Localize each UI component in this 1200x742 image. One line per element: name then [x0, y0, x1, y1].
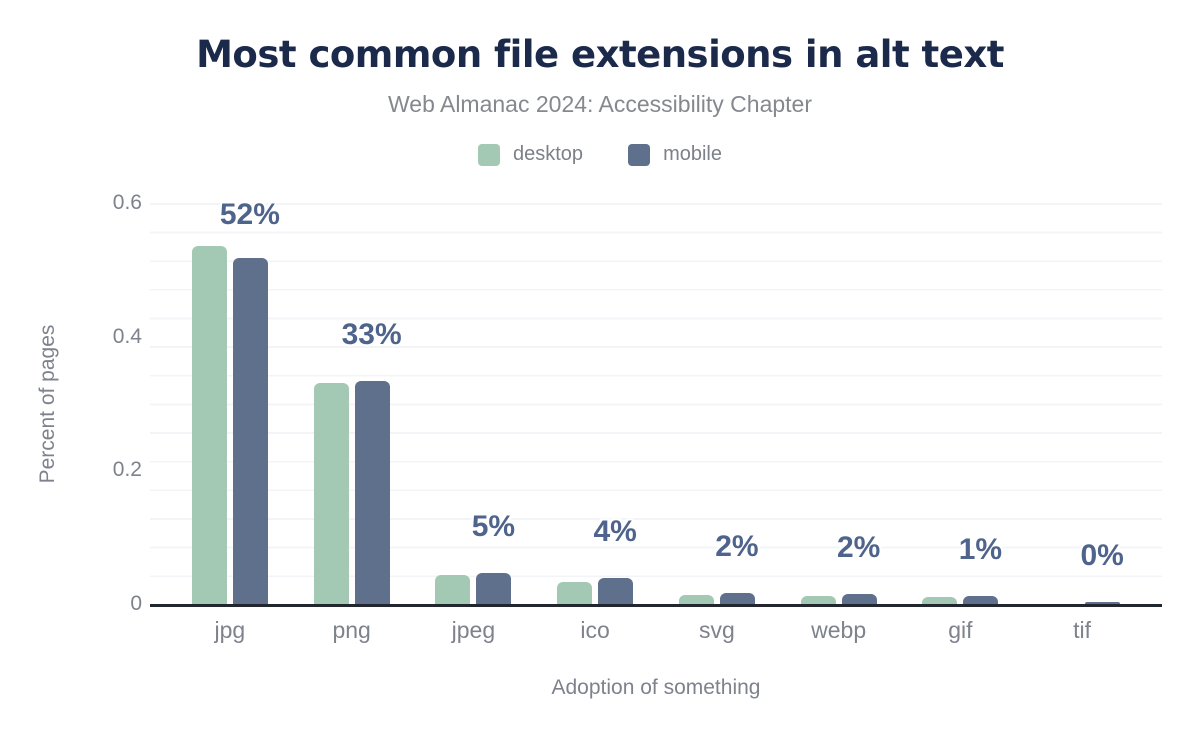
bar-desktop-jpeg[interactable]	[435, 575, 471, 604]
bar-pair	[191, 246, 268, 604]
x-axis-tick-label-png: png	[332, 617, 371, 643]
bar-value-label: 33%	[341, 317, 402, 351]
bar-mobile-png[interactable]	[354, 380, 390, 604]
bar-pair	[557, 577, 634, 604]
legend-label: desktop	[513, 143, 584, 165]
bar-value-label: 5%	[471, 510, 516, 544]
bar-mobile-webp[interactable]	[841, 593, 877, 604]
bar-value-label: 2%	[715, 530, 759, 564]
bar-pair	[313, 380, 390, 604]
legend-swatch-desktop	[478, 143, 500, 166]
legend-swatch-mobile	[628, 143, 651, 166]
legend-label: mobile	[663, 143, 722, 165]
bar-mobile-svg[interactable]	[719, 593, 755, 604]
legend: desktop mobile	[0, 143, 1200, 166]
x-axis-tick-label-tif: tif	[1073, 617, 1092, 643]
plot-area: 52% 33% 5% 4% 2% 2% 1% 0%	[150, 199, 1162, 607]
bar-value-label: 4%	[593, 514, 637, 548]
bar-mobile-gif[interactable]	[963, 595, 999, 604]
bar-value-label: 52%	[219, 198, 280, 231]
bar-value-label: 0%	[1080, 539, 1124, 572]
bar-mobile-jpeg[interactable]	[476, 573, 512, 604]
bar-desktop-gif[interactable]	[922, 597, 958, 604]
bar-pair	[800, 593, 877, 604]
bar-pair	[678, 593, 755, 604]
bar-pair	[1044, 602, 1121, 604]
bar-group-png: 33%	[291, 203, 413, 604]
legend-item-desktop[interactable]: desktop	[478, 143, 583, 166]
y-axis-tick-label-0.6: 0.6	[112, 191, 142, 214]
bar-group-svg: 2%	[656, 203, 778, 604]
bar-value-label: 1%	[958, 532, 1003, 566]
bar-mobile-tif[interactable]	[1085, 602, 1121, 604]
bar-group-jpg: 52%	[169, 199, 291, 604]
bar-mobile-ico[interactable]	[598, 577, 634, 604]
bar-desktop-ico[interactable]	[557, 581, 593, 604]
bar-pair	[922, 595, 999, 604]
bar-desktop-svg[interactable]	[678, 594, 714, 604]
x-axis-line	[150, 604, 1162, 607]
bar-desktop-jpg[interactable]	[191, 246, 227, 604]
chart-title: Most common file extensions in alt text	[196, 33, 1004, 76]
bar-mobile-jpg[interactable]	[232, 258, 268, 604]
x-axis-tick-label-jpeg: jpeg	[451, 617, 496, 643]
y-axis-tick-label-0.4: 0.4	[112, 324, 142, 348]
x-axis-title: Adoption of something	[551, 676, 761, 699]
legend-item-mobile[interactable]: mobile	[628, 143, 722, 166]
x-axis-tick-label-jpg: jpg	[214, 617, 246, 643]
bar-value-label: 2%	[836, 530, 881, 564]
y-axis-tick-label-0: 0	[130, 592, 142, 615]
bar-group-webp: 2%	[778, 203, 900, 604]
bar-desktop-png[interactable]	[313, 382, 349, 604]
bar-group-jpeg: 5%	[413, 203, 535, 604]
y-axis-tick-label-0.2: 0.2	[112, 458, 142, 482]
x-axis-tick-label-webp: webp	[811, 617, 867, 643]
chart-subtitle: Web Almanac 2024: Accessibility Chapter	[387, 91, 813, 117]
bar-pair	[435, 573, 512, 604]
bar-desktop-webp[interactable]	[800, 595, 836, 604]
bar-group-tif: 0%	[1021, 203, 1143, 604]
x-axis-tick-label-svg: svg	[698, 617, 735, 643]
bar-group-gif: 1%	[900, 203, 1022, 604]
bar-group-ico: 4%	[534, 203, 656, 604]
x-axis-tick-label-gif: gif	[948, 617, 973, 643]
x-axis-tick-label-ico: ico	[580, 617, 610, 643]
